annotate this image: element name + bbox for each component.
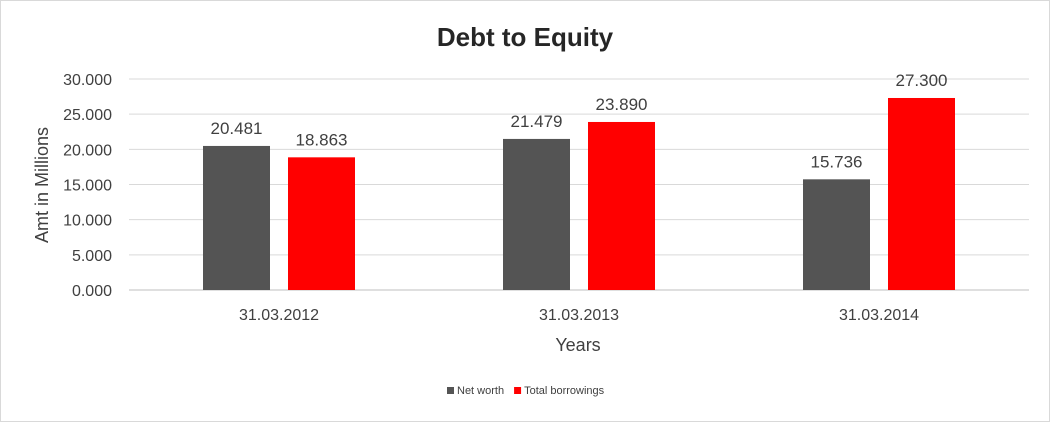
x-tick-label: 31.03.2014 (839, 307, 919, 324)
y-tick-label: 10.000 (63, 213, 112, 230)
bars (203, 97, 955, 291)
y-tick-label: 25.000 (63, 107, 112, 124)
data-label: 23.890 (596, 95, 648, 114)
y-axis-ticks: 0.000 5.000 10.000 15.000 20.000 25.000 30.000 (63, 72, 112, 300)
chart-title: Debt to Equity (437, 22, 614, 52)
bar-total-borrowings (588, 121, 655, 290)
y-tick-label: 30.000 (63, 72, 112, 89)
bar-net-worth (203, 145, 270, 290)
x-axis-label: Years (555, 335, 600, 355)
x-axis-ticks: 31.03.2012 31.03.2013 31.03.2014 (239, 307, 919, 324)
data-label: 20.481 (211, 119, 263, 138)
bar-net-worth (803, 179, 870, 290)
y-tick-label: 20.000 (63, 142, 112, 159)
gridlines (129, 78, 1029, 291)
y-axis-label: Amt in Millions (32, 127, 52, 243)
data-labels: 20.481 18.863 21.479 23.890 15.736 27.300 (211, 71, 948, 171)
x-tick-label: 31.03.2013 (539, 307, 619, 324)
bar-total-borrowings (288, 157, 355, 290)
y-tick-label: 0.000 (72, 283, 112, 300)
bar-net-worth (503, 138, 570, 290)
y-tick-label: 5.000 (72, 248, 112, 265)
data-label: 18.863 (296, 130, 348, 149)
data-label: 15.736 (811, 152, 863, 171)
legend-label: Net worth (457, 385, 504, 397)
y-tick-label: 15.000 (63, 178, 112, 195)
data-label: 27.300 (896, 71, 948, 90)
bar-total-borrowings (888, 97, 955, 291)
legend: Net worth Total borrowings (447, 385, 605, 397)
legend-swatch (447, 387, 454, 394)
x-tick-label: 31.03.2012 (239, 307, 319, 324)
legend-swatch (514, 387, 522, 394)
data-label: 21.479 (511, 112, 563, 131)
legend-label: Total borrowings (524, 385, 605, 397)
